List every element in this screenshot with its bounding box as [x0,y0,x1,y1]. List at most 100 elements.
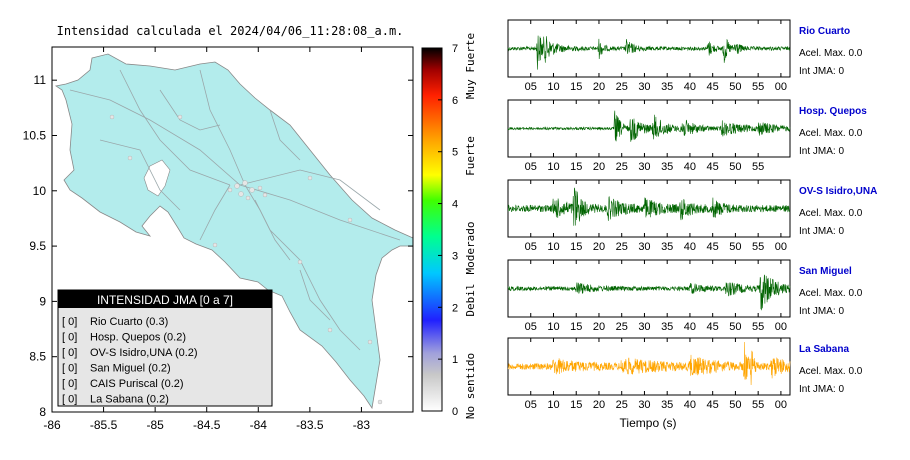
time-tick-label: 40 [684,241,696,253]
colorbar-tick-label: 1 [452,354,458,366]
map-y-tick-label: 9 [39,294,46,308]
legend-entry-value: [ 0] [62,394,77,406]
map-y-tick-label: 8 [39,405,46,419]
time-tick-label: 40 [684,81,696,93]
time-tick-label: 50 [729,81,741,93]
waveform-panel: 05 10 15 20 25 30 35 40 45 50 55 00 OV-S Isidro,UNA A… [507,179,877,253]
time-tick-label: 05 [525,81,537,93]
legend-entry-value: [ 0] [62,347,77,359]
colorbar-tick-label: 7 [452,43,458,55]
time-tick-label: 25 [616,241,628,253]
time-tick-label: 00 [775,321,787,333]
map-x-tick-label: -85.5 [90,418,118,432]
waveform-trace [507,274,791,311]
map-x-tick-label: -83 [353,418,371,432]
colorbar-tick-label: 5 [452,147,458,159]
time-tick-label: 15 [570,81,582,93]
time-tick-label: 55 [752,161,764,173]
time-tick-label: 50 [729,321,741,333]
waveform-panel: 05 10 15 20 25 30 35 40 45 50 55 00 San Miguel Acel. … [507,259,863,333]
time-tick-label: 20 [593,399,605,411]
time-tick-label: 10 [547,161,559,173]
time-tick-label: 20 [593,81,605,93]
legend-entry-value: [ 0] [62,363,77,375]
intensity-legend: INTENSIDAD JMA [0 a 7] [ 0] Rio Cuarto (0… [57,289,273,407]
time-tick-label: 45 [707,399,719,411]
time-tick-label: 25 [616,161,628,173]
time-tick-label: 40 [684,321,696,333]
station-int-jma: Int JMA: 0 [799,306,844,317]
waveform-panels: 05 10 15 20 25 30 35 40 45 50 55 00 Rio Cuarto Acel. … [507,19,877,411]
time-axis-label: Tiempo (s) [620,416,677,430]
time-tick-label: 05 [525,399,537,411]
time-tick-label: 35 [661,321,673,333]
legend-title: INTENSIDAD JMA [0 a 7] [97,293,233,307]
station-acel-max: Acel. Max. 0.0 [799,208,863,219]
map-x-tick-label: -86 [43,418,61,432]
time-tick-label: 15 [570,321,582,333]
waveform-trace [507,35,791,70]
time-tick-label: 05 [525,321,537,333]
time-tick-label: 15 [570,161,582,173]
time-tick-label: 10 [547,321,559,333]
legend-entry-label: La Sabana (0.2) [90,394,169,406]
legend-entry-value: [ 0] [62,332,77,344]
legend-entry-label: OV-S Isidro,UNA (0.2) [90,347,198,359]
map-x-axis: -86 -85.5 -85 -84.5 -84 -83.5 -83 [43,47,370,432]
time-tick-label: 25 [616,81,628,93]
time-tick-label: 55 [752,241,764,253]
costa-rica-land [54,53,414,410]
map-y-tick-label: 10 [33,184,47,198]
waveform-trace [507,187,791,226]
colorbar-tick-label: 2 [452,302,458,314]
waveform-panel: 05 10 15 20 25 30 35 40 45 50 55 Hosp. Quepos Acel. … [507,99,867,173]
station-acel-max: Acel. Max. 0.0 [799,288,863,299]
station-int-jma: Int JMA: 0 [799,384,844,395]
map-x-tick-label: -83.5 [296,418,324,432]
time-tick-label: 55 [752,81,764,93]
time-tick-label: 50 [729,399,741,411]
map-y-tick-label: 10.5 [23,128,47,142]
time-tick-label: 35 [661,241,673,253]
time-tick-label: 55 [752,321,764,333]
waveform-panel: 05 10 15 20 25 30 35 40 45 50 55 00 Rio Cuarto Acel. … [507,19,863,93]
station-int-jma: Int JMA: 0 [799,66,844,77]
station-acel-max: Acel. Max. 0.0 [799,128,863,139]
colorbar-tick-label: 6 [452,95,458,107]
time-tick-label: 05 [525,241,537,253]
station-name: Rio Cuarto [799,26,850,37]
time-tick-label: 20 [593,161,605,173]
map-x-tick-label: -84.5 [193,418,221,432]
time-tick-label: 55 [752,399,764,411]
time-tick-label: 30 [638,321,650,333]
time-tick-label: 30 [638,81,650,93]
legend-entry-value: [ 0] [62,316,77,328]
map-y-tick-label: 9.5 [29,239,46,253]
map-x-tick-label: -84 [250,418,268,432]
time-tick-label: 50 [729,161,741,173]
time-tick-label: 35 [661,399,673,411]
time-tick-label: 10 [547,241,559,253]
legend-entry-value: [ 0] [62,378,77,390]
map-y-tick-label: 11 [34,73,47,87]
intensity-colorbar: 7 6 5 4 3 2 1 0 Muy Fuerte Fuerte Moderado Debil No… [421,33,477,419]
waveform-panel: 05 10 15 20 25 30 35 40 45 50 55 00 La Sabana Acel. M… [507,337,863,411]
colorbar-category-label: Muy Fuerte [464,33,477,99]
colorbar-category-label: Debil [464,283,477,316]
time-tick-label: 00 [775,81,787,93]
time-tick-label: 45 [707,81,719,93]
time-tick-label: 40 [684,161,696,173]
map-x-tick-label: -85 [146,418,164,432]
map-y-tick-label: 8.5 [29,350,46,364]
colorbar-category-label: Fuerte [464,136,477,176]
time-tick-label: 40 [684,399,696,411]
station-acel-max: Acel. Max. 0.0 [799,366,863,377]
time-tick-label: 05 [525,161,537,173]
station-acel-max: Acel. Max. 0.0 [799,48,863,59]
colorbar-category-label: Moderado [464,222,477,275]
time-tick-label: 30 [638,241,650,253]
time-tick-label: 50 [729,241,741,253]
time-tick-label: 45 [707,321,719,333]
time-tick-label: 00 [775,399,787,411]
